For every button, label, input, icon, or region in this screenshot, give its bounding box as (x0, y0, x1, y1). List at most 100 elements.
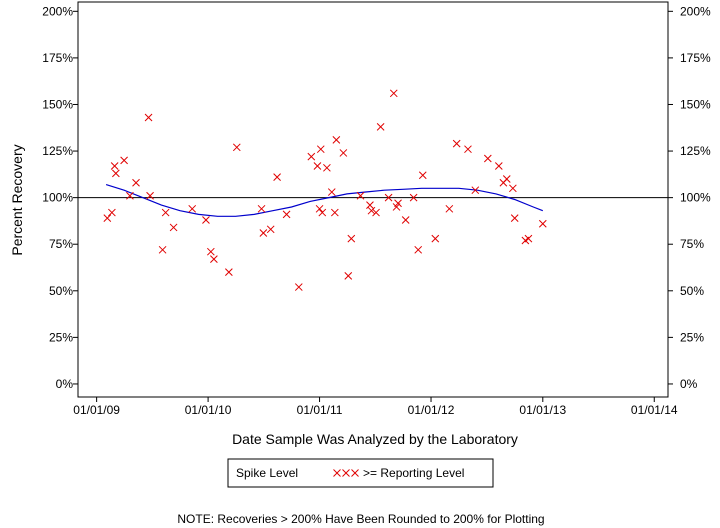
y-tick-label: 175% (42, 51, 73, 65)
y-axis-title: Percent Recovery (9, 144, 25, 255)
x-mark-stroke (409, 193, 418, 202)
data-point (103, 214, 112, 222)
y-tick-label-right: 150% (680, 97, 711, 111)
x-mark-stroke (266, 225, 275, 234)
x-mark-stroke (126, 191, 134, 200)
x-mark-stroke (471, 186, 480, 195)
data-point (502, 175, 511, 183)
data-point (372, 208, 380, 217)
x-mark-stroke (524, 234, 533, 243)
data-point (313, 162, 322, 170)
data-point (323, 163, 331, 172)
data-point (401, 216, 410, 224)
data-point (225, 268, 233, 277)
x-mark-stroke (202, 216, 210, 224)
x-mark-stroke (108, 208, 116, 217)
x-axis: 01/01/09 01/01/10 01/01/11 01/01/12 01/01/13… (73, 397, 678, 417)
x-mark-stroke (452, 139, 461, 148)
x-mark-stroke (431, 234, 440, 243)
x-mark-stroke (103, 214, 112, 222)
y-tick-label-right: 200% (680, 4, 711, 18)
data-point (315, 204, 324, 213)
x-mark-stroke (376, 122, 385, 131)
data-point (524, 234, 533, 243)
data-point (110, 162, 119, 170)
data-point (259, 229, 268, 237)
x-mark-stroke (347, 234, 356, 243)
data-point (108, 208, 116, 217)
x-mark-stroke (389, 89, 398, 98)
data-point (414, 245, 423, 254)
x-tick-label: 01/01/11 (297, 403, 343, 417)
x-mark-stroke (401, 216, 410, 224)
legend-marker (333, 469, 359, 477)
x-mark-stroke (120, 156, 128, 165)
data-point (452, 139, 461, 148)
x-mark-stroke (445, 204, 454, 213)
x-mark-stroke (225, 268, 233, 277)
x-mark-stroke (161, 208, 170, 217)
y-tick-label: 200% (42, 4, 73, 18)
data-point (232, 143, 241, 152)
trend-layer (105, 184, 544, 217)
x-mark-stroke (307, 152, 316, 161)
x-mark-stroke (323, 163, 331, 172)
data-point (347, 234, 356, 243)
x-mark-stroke (327, 188, 336, 196)
data-point (188, 204, 197, 213)
data-point (202, 216, 210, 224)
x-mark-stroke (158, 245, 167, 254)
data-point (158, 245, 167, 254)
data-point (316, 145, 325, 154)
data-point (445, 204, 454, 213)
legend-box (227, 458, 494, 488)
data-point (318, 208, 327, 217)
data-point (327, 188, 336, 196)
data-point (431, 234, 440, 243)
data-point (409, 193, 418, 202)
x-mark-stroke (339, 149, 348, 157)
data-point (206, 247, 215, 256)
x-mark-stroke (294, 283, 303, 291)
data-point (332, 136, 341, 144)
data-point (339, 149, 348, 157)
data-point (464, 145, 472, 154)
y-tick-label: 0% (56, 377, 74, 391)
data-point (330, 208, 339, 217)
y-axis-right: 0% 25% 50% 75% 100% 125% 150% 175% 200% (668, 4, 711, 391)
x-mark-stroke (144, 113, 153, 122)
y-tick-label-right: 75% (680, 237, 704, 251)
x-tick-label: 01/01/13 (519, 403, 566, 417)
data-point (509, 184, 517, 193)
x-axis-title: Date Sample Was Analyzed by the Laborato… (232, 431, 518, 447)
x-tick-label: 01/01/09 (73, 403, 120, 417)
x-mark-stroke (342, 469, 350, 477)
x-mark-stroke (206, 247, 215, 256)
x-mark-stroke (333, 469, 341, 477)
y-tick-label: 25% (49, 330, 73, 344)
legend-x-mark (342, 469, 350, 477)
data-point (257, 204, 266, 213)
x-tick-label: 01/01/14 (631, 403, 678, 417)
x-mark-stroke (330, 208, 339, 217)
x-mark-stroke (232, 143, 241, 152)
legend: Spike Level >= Reporting Level (227, 458, 494, 488)
x-mark-stroke (538, 219, 547, 228)
data-point (120, 156, 128, 165)
x-mark-stroke (509, 184, 517, 193)
x-mark-stroke (188, 204, 197, 213)
y-tick-label: 150% (42, 97, 73, 111)
y-tick-label-right: 50% (680, 284, 704, 298)
x-mark-stroke (344, 272, 353, 280)
x-mark-stroke (384, 193, 393, 202)
data-point (418, 171, 427, 180)
x-tick-label: 01/01/10 (185, 403, 232, 417)
data-point (146, 191, 154, 200)
x-mark-stroke (146, 191, 154, 200)
data-point (210, 255, 218, 263)
x-mark-stroke (464, 145, 472, 154)
data-point (112, 169, 120, 178)
x-mark-stroke (414, 245, 423, 254)
x-mark-stroke (313, 162, 322, 170)
